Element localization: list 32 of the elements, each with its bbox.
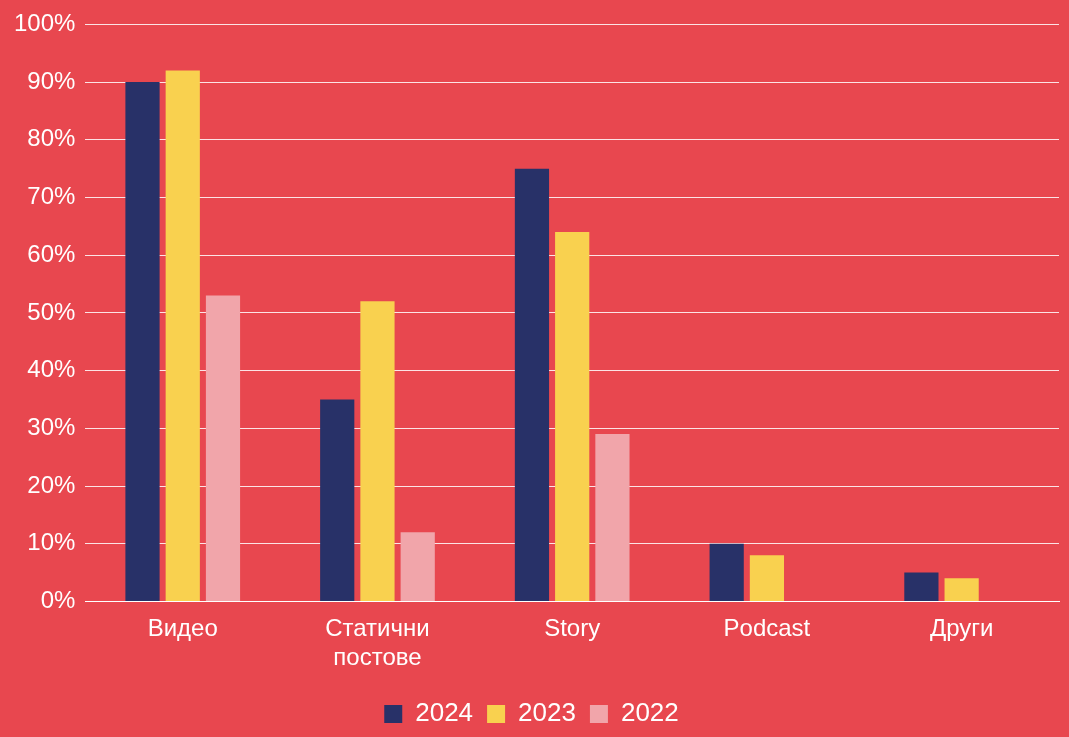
legend-label: 2022	[620, 697, 679, 728]
bar	[125, 82, 160, 601]
y-tick-label: 40%	[27, 355, 76, 383]
legend-label: 2024	[415, 697, 474, 728]
y-tick-label: 70%	[27, 182, 76, 210]
y-tick-label: 20%	[27, 470, 76, 498]
legend-label: 2023	[518, 697, 576, 728]
bar	[555, 232, 590, 601]
y-tick-label: 50%	[27, 297, 76, 325]
y-tick-label: 80%	[27, 124, 76, 152]
x-tick-label: Видео	[147, 614, 218, 642]
y-tick-label: 10%	[27, 528, 76, 556]
bar	[749, 555, 785, 601]
x-tick-label: Други	[929, 614, 994, 642]
bar	[514, 168, 550, 601]
bar	[320, 399, 355, 601]
y-tick-label: 60%	[27, 239, 76, 267]
bar	[400, 532, 435, 601]
bar	[165, 70, 200, 601]
x-tick-label: Podcast	[723, 614, 811, 642]
bar	[205, 295, 241, 601]
y-tick-label: 100%	[13, 9, 76, 37]
x-tick-label: Story	[544, 614, 601, 642]
bar	[360, 301, 395, 601]
bar	[904, 572, 939, 601]
x-tick-label: Статични постове	[325, 614, 430, 671]
y-tick-label: 0%	[40, 586, 76, 614]
bar	[595, 434, 630, 601]
bar	[944, 578, 979, 601]
y-tick-label: 90%	[27, 66, 76, 94]
y-tick-label: 30%	[27, 412, 76, 440]
bar	[709, 543, 744, 601]
